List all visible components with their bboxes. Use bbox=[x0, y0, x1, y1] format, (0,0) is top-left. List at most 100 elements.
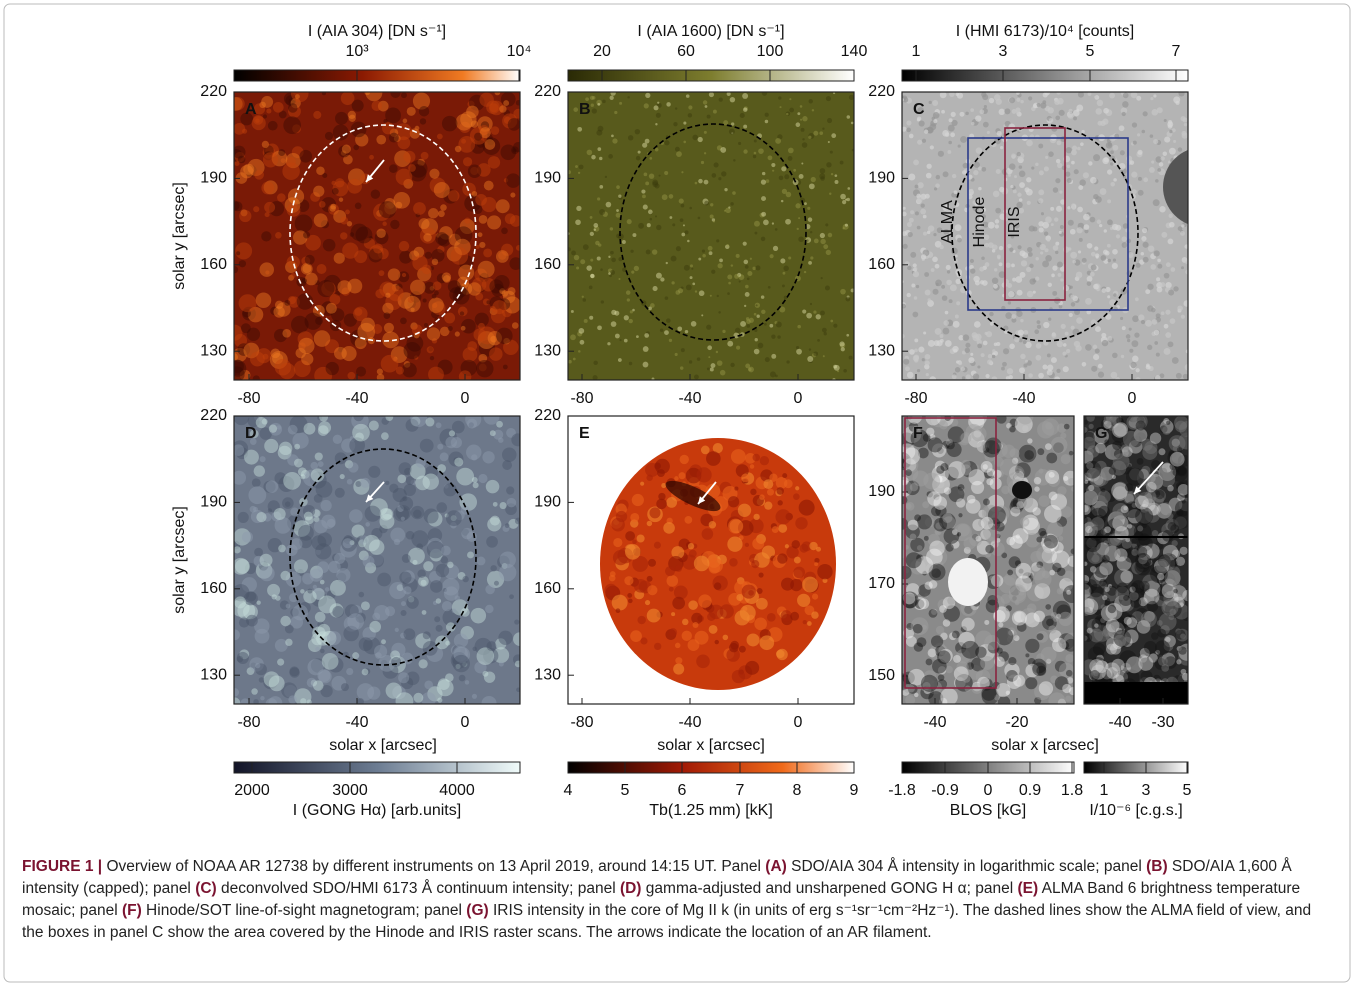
texture bbox=[957, 93, 963, 99]
texture bbox=[775, 375, 778, 378]
texture bbox=[1051, 274, 1055, 278]
texture bbox=[1178, 226, 1183, 231]
texture bbox=[842, 227, 844, 229]
texture bbox=[1119, 125, 1125, 131]
texture bbox=[795, 203, 800, 208]
texture bbox=[997, 648, 1003, 654]
texture bbox=[664, 171, 668, 175]
texture bbox=[994, 268, 997, 271]
texture bbox=[635, 129, 640, 134]
texture bbox=[1094, 623, 1098, 627]
texture bbox=[908, 174, 915, 181]
texture bbox=[906, 128, 911, 133]
texture bbox=[656, 225, 661, 230]
texture bbox=[288, 425, 298, 435]
texture bbox=[487, 215, 501, 229]
texture bbox=[988, 222, 995, 229]
texture bbox=[926, 164, 931, 169]
texture bbox=[673, 664, 684, 675]
texture bbox=[369, 155, 374, 160]
texture bbox=[256, 512, 266, 522]
texture bbox=[634, 266, 639, 271]
texture bbox=[939, 334, 943, 338]
texture bbox=[996, 99, 1002, 105]
texture bbox=[702, 528, 714, 540]
texture bbox=[652, 249, 657, 254]
texture bbox=[638, 151, 641, 154]
texture bbox=[982, 94, 988, 100]
texture bbox=[1037, 320, 1041, 324]
texture bbox=[684, 265, 690, 271]
texture bbox=[1151, 632, 1158, 639]
texture bbox=[761, 295, 765, 299]
texture bbox=[1020, 272, 1026, 278]
texture bbox=[1173, 581, 1180, 588]
texture bbox=[627, 593, 632, 598]
texture bbox=[630, 513, 639, 522]
texture bbox=[1102, 595, 1107, 600]
x-tick-label: -80 bbox=[570, 714, 593, 731]
texture bbox=[1183, 300, 1190, 307]
texture bbox=[680, 218, 684, 222]
texture bbox=[1102, 288, 1107, 293]
colorbar-tick-label: 5 bbox=[1086, 43, 1095, 60]
texture bbox=[1166, 421, 1170, 425]
texture bbox=[575, 219, 581, 225]
texture bbox=[385, 481, 389, 485]
texture bbox=[397, 136, 410, 149]
texture bbox=[1046, 453, 1057, 464]
texture bbox=[1165, 332, 1171, 338]
texture bbox=[1016, 563, 1032, 579]
texture bbox=[701, 314, 703, 316]
texture bbox=[318, 421, 331, 434]
texture bbox=[285, 501, 291, 507]
texture bbox=[360, 478, 370, 488]
texture bbox=[415, 126, 420, 131]
texture bbox=[957, 238, 962, 243]
texture bbox=[1059, 231, 1062, 234]
texture bbox=[702, 254, 705, 257]
texture bbox=[233, 123, 245, 135]
texture bbox=[1045, 156, 1048, 159]
texture bbox=[1036, 666, 1046, 676]
texture bbox=[706, 451, 721, 466]
texture bbox=[711, 270, 715, 274]
texture bbox=[1028, 96, 1032, 100]
texture bbox=[819, 173, 825, 179]
texture bbox=[1144, 641, 1157, 654]
texture bbox=[1027, 291, 1034, 298]
texture bbox=[500, 502, 507, 509]
texture bbox=[1015, 107, 1020, 112]
texture bbox=[958, 361, 962, 365]
texture bbox=[320, 649, 325, 654]
texture bbox=[792, 540, 800, 548]
texture bbox=[779, 106, 781, 108]
texture bbox=[958, 513, 962, 517]
texture bbox=[1038, 189, 1044, 195]
texture bbox=[1104, 157, 1109, 162]
texture bbox=[907, 222, 912, 227]
texture bbox=[1085, 536, 1101, 552]
texture bbox=[490, 565, 496, 571]
texture bbox=[846, 297, 851, 302]
texture bbox=[626, 290, 630, 294]
texture bbox=[371, 190, 380, 199]
texture bbox=[1178, 647, 1186, 655]
texture bbox=[1094, 246, 1098, 250]
x-tick-label: -80 bbox=[904, 390, 927, 407]
texture bbox=[316, 166, 325, 175]
texture bbox=[1132, 538, 1138, 544]
texture bbox=[382, 122, 394, 134]
texture bbox=[419, 659, 428, 668]
texture bbox=[789, 98, 791, 100]
texture bbox=[1053, 245, 1059, 251]
texture bbox=[951, 248, 958, 255]
texture bbox=[1048, 692, 1065, 709]
texture bbox=[401, 517, 405, 521]
texture bbox=[479, 242, 485, 248]
texture bbox=[334, 347, 347, 360]
texture bbox=[950, 132, 955, 137]
texture bbox=[1000, 146, 1003, 149]
texture bbox=[1104, 229, 1107, 232]
texture bbox=[752, 454, 760, 462]
